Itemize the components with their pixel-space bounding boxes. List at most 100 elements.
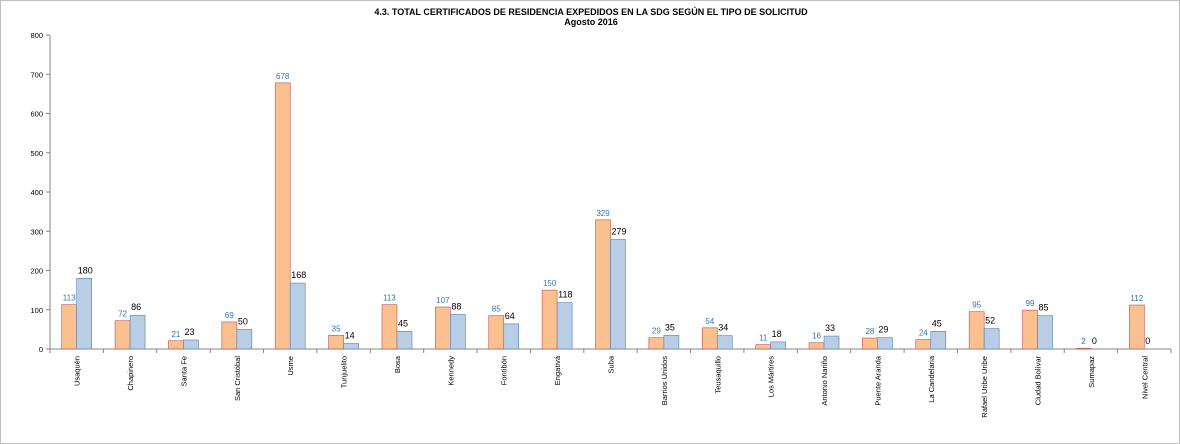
- bar: [556, 302, 573, 350]
- chart-title: 4.3. TOTAL CERTIFICADOS DE RESIDENCIA EX…: [374, 6, 808, 17]
- bar: [76, 278, 92, 350]
- x-tick-label: San Cristóbal: [233, 356, 242, 401]
- x-tick-label: Barrios Unidos: [660, 356, 669, 405]
- bar: [968, 311, 985, 350]
- bar: [915, 339, 932, 350]
- data-label: 180: [78, 265, 93, 275]
- data-label: 113: [383, 294, 396, 303]
- bar: [450, 314, 466, 350]
- data-label: 0: [1145, 336, 1150, 346]
- x-tick-label: Los Mártires: [767, 356, 776, 398]
- x-tick-label: La Candelaria: [927, 355, 936, 403]
- bar: [595, 219, 611, 350]
- data-label: 72: [118, 310, 127, 319]
- bar: [983, 328, 1000, 350]
- data-label: 45: [398, 318, 408, 328]
- y-tick-label: 500: [30, 149, 43, 158]
- data-label: 11: [759, 334, 768, 343]
- y-tick-label: 800: [30, 31, 43, 40]
- data-label: 23: [184, 327, 194, 337]
- data-label: 107: [436, 296, 450, 305]
- y-tick-label: 200: [30, 267, 43, 276]
- bar: [221, 321, 238, 350]
- bar: [770, 341, 786, 350]
- y-tick-label: 300: [30, 227, 43, 236]
- data-label: 678: [276, 72, 290, 81]
- data-label: 35: [665, 322, 675, 332]
- bar: [114, 320, 131, 350]
- data-label: 150: [543, 279, 557, 288]
- x-tick-label: Teusaquillo: [713, 356, 722, 394]
- bar: [343, 343, 359, 350]
- data-label: 113: [63, 294, 76, 303]
- data-label: 88: [451, 301, 461, 311]
- x-tick-label: Nivel Central: [1140, 356, 1149, 399]
- bar: [274, 82, 291, 350]
- y-tick-label: 0: [39, 345, 43, 354]
- bar: [129, 314, 146, 350]
- data-label: 85: [1039, 303, 1049, 313]
- data-label: 95: [972, 301, 981, 310]
- bar: [541, 289, 558, 350]
- data-label: 85: [492, 305, 501, 314]
- bar: [755, 344, 771, 350]
- bar: [877, 337, 893, 350]
- data-label: 34: [718, 323, 728, 333]
- bar: [503, 323, 520, 350]
- bars: [61, 82, 1145, 350]
- x-tick-label: Suba: [607, 355, 616, 373]
- chart-subtitle: Agosto 2016: [564, 17, 618, 27]
- data-label: 118: [558, 290, 572, 300]
- x-tick-label: Sumapaz: [1087, 356, 1096, 388]
- data-label: 24: [919, 329, 928, 338]
- data-label: 21: [171, 330, 180, 339]
- data-label: 0: [1092, 336, 1097, 346]
- bar: [1129, 304, 1145, 350]
- bar: [289, 282, 306, 350]
- x-tick-label: Puente Aranda: [873, 355, 882, 405]
- data-label: 35: [332, 324, 341, 333]
- data-label: 99: [1026, 299, 1035, 308]
- x-tick-label: Rafael Uribe Uribe: [980, 356, 989, 418]
- data-label: 28: [865, 327, 874, 336]
- data-label: 52: [985, 316, 995, 326]
- x-tick-label: Usme: [286, 356, 295, 376]
- bar: [61, 304, 77, 350]
- bar: [168, 340, 184, 350]
- data-label: 329: [596, 209, 610, 218]
- bar: [396, 331, 413, 350]
- data-label: 29: [652, 327, 661, 336]
- bar: [610, 239, 626, 350]
- data-label: 14: [345, 331, 355, 341]
- x-tick-label: Bosa: [393, 355, 402, 373]
- bar: [1022, 309, 1038, 350]
- x-tick-label: Tunjuelito: [340, 356, 349, 388]
- bar: [663, 334, 680, 350]
- bar: [183, 339, 199, 350]
- bar: [328, 334, 344, 350]
- y-tick-label: 700: [30, 70, 43, 79]
- data-label: 64: [505, 311, 515, 321]
- bar: [716, 335, 733, 350]
- x-tick-label: Fontibón: [500, 356, 509, 385]
- x-tick-label: Santa Fe: [179, 356, 188, 386]
- y-tick-label: 600: [30, 110, 43, 119]
- bar: [1037, 315, 1053, 350]
- bar: [1075, 347, 1092, 350]
- data-label: 112: [1130, 294, 1143, 303]
- data-label: 86: [131, 302, 141, 312]
- data-label: 54: [705, 317, 714, 326]
- y-tick-label: 400: [30, 188, 43, 197]
- data-label: 2: [1081, 337, 1086, 346]
- bar: [435, 306, 451, 350]
- data-label: 69: [225, 311, 234, 320]
- data-label: 279: [612, 226, 627, 236]
- data-label: 18: [772, 329, 782, 339]
- bar: [488, 315, 505, 350]
- x-tick-label: Antonio Nariño: [820, 356, 829, 406]
- x-tick-label: Kennedy: [446, 356, 455, 386]
- data-label: 50: [238, 316, 248, 326]
